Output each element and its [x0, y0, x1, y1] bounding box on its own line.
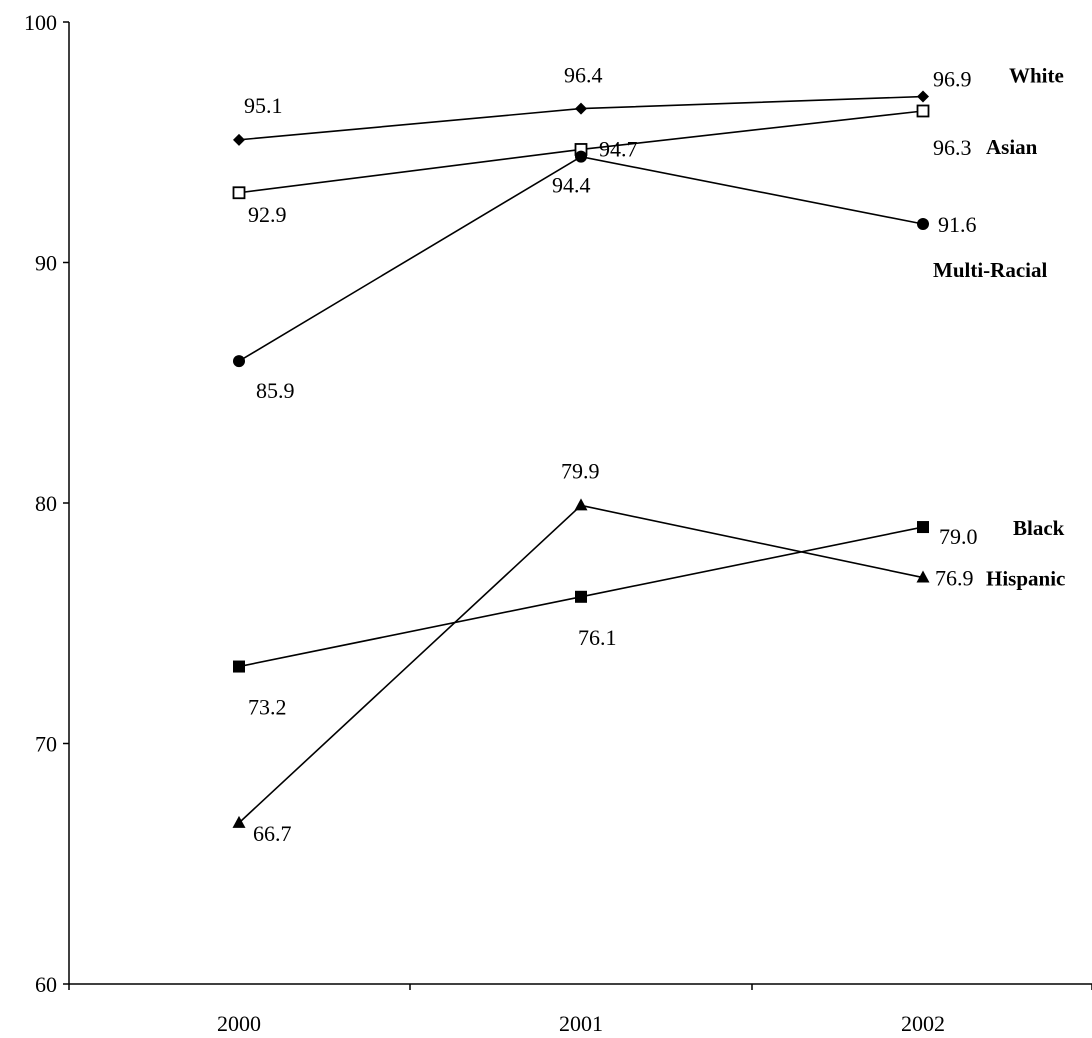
- data-point-marker: [916, 570, 930, 583]
- data-label: 73.2: [248, 695, 287, 720]
- data-point-marker: [574, 498, 588, 511]
- data-point-marker: [233, 660, 245, 673]
- x-tick-label: 2000: [217, 1011, 261, 1036]
- series-name-label: Hispanic: [986, 567, 1065, 591]
- data-point-marker: [917, 521, 929, 534]
- data-point-marker: [232, 186, 246, 200]
- data-point-marker: [916, 104, 930, 118]
- series-name-label: White: [1009, 64, 1064, 88]
- data-point-marker: [575, 102, 587, 115]
- data-label: 95.1: [244, 93, 283, 118]
- data-label: 91.6: [938, 212, 977, 237]
- data-label: 96.9: [933, 67, 972, 92]
- series-names: White Asian Multi-Racial Black Hispanic: [933, 64, 1065, 591]
- y-tick-label: 90: [35, 251, 57, 276]
- data-label: 96.4: [564, 63, 603, 88]
- data-label: 94.7: [599, 136, 638, 161]
- x-tick-label: 2001: [559, 1011, 603, 1036]
- data-point-marker: [233, 355, 245, 368]
- axes: 60 70 80 90 100 2000 2001 2002: [24, 10, 1092, 1036]
- series-name-label: Asian: [986, 135, 1038, 159]
- data-label: 79.0: [939, 524, 978, 549]
- series-name-label: Black: [1013, 516, 1065, 540]
- x-tick-label: 2002: [901, 1011, 945, 1036]
- y-tick-label: 60: [35, 972, 57, 997]
- y-tick-label: 70: [35, 732, 57, 757]
- data-label: 79.9: [561, 458, 600, 483]
- y-tick-label: 80: [35, 491, 57, 516]
- data-point-marker: [232, 815, 246, 828]
- data-point-marker: [917, 90, 929, 103]
- series-markers: [232, 90, 930, 828]
- data-point-marker: [917, 218, 929, 231]
- data-label: 96.3: [933, 135, 972, 160]
- data-label: 94.4: [552, 173, 591, 198]
- data-label: 76.9: [935, 566, 974, 591]
- series-name-label: Multi-Racial: [933, 258, 1047, 282]
- data-point-marker: [233, 133, 245, 146]
- data-label: 76.1: [578, 625, 617, 650]
- data-point-marker: [575, 150, 587, 163]
- data-label: 92.9: [248, 202, 287, 227]
- data-labels: 95.1 96.4 96.9 92.9 94.7 96.3 85.9 94.4 91.6 73.2…: [244, 63, 978, 846]
- data-label: 66.7: [253, 821, 292, 846]
- data-label: 85.9: [256, 378, 295, 403]
- data-point-marker: [575, 590, 587, 603]
- series-line-hispanic: [238, 504, 924, 824]
- y-tick-label: 100: [24, 10, 57, 35]
